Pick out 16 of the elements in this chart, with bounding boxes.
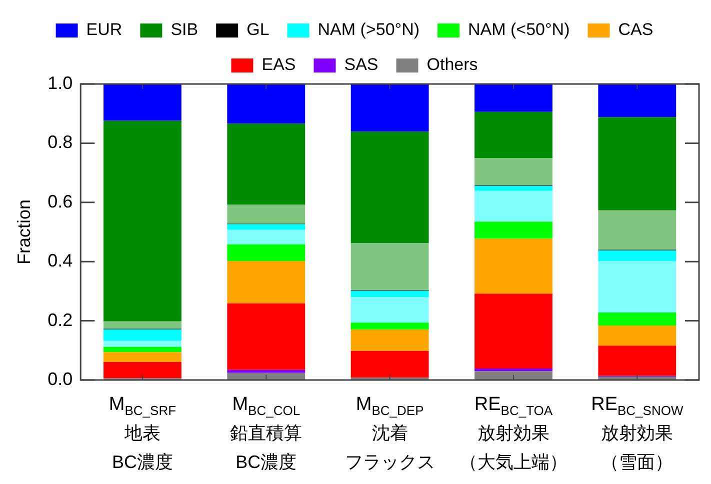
y-axis-title: Fraction — [14, 199, 34, 265]
y-tick-label: 0.0 — [48, 368, 73, 389]
y-tick-label: 0.8 — [48, 132, 73, 152]
legend-label: Others — [426, 55, 478, 74]
y-tick-label: 0.2 — [48, 310, 73, 330]
legend-label: NAM (<50°N) — [468, 20, 570, 40]
legend-label: SAS — [344, 55, 378, 74]
legend-label: EUR — [86, 20, 122, 40]
y-tick-label: 0.4 — [48, 250, 73, 271]
legend-label: CAS — [618, 20, 654, 40]
y-tick-label: 1.0 — [48, 72, 73, 93]
legend-label: SIB — [170, 20, 198, 40]
legend-label: EAS — [262, 55, 296, 74]
legend-label: GL — [246, 20, 270, 40]
legend-label: NAM (>50°N) — [318, 20, 420, 40]
y-tick-label: 0.6 — [48, 191, 73, 212]
